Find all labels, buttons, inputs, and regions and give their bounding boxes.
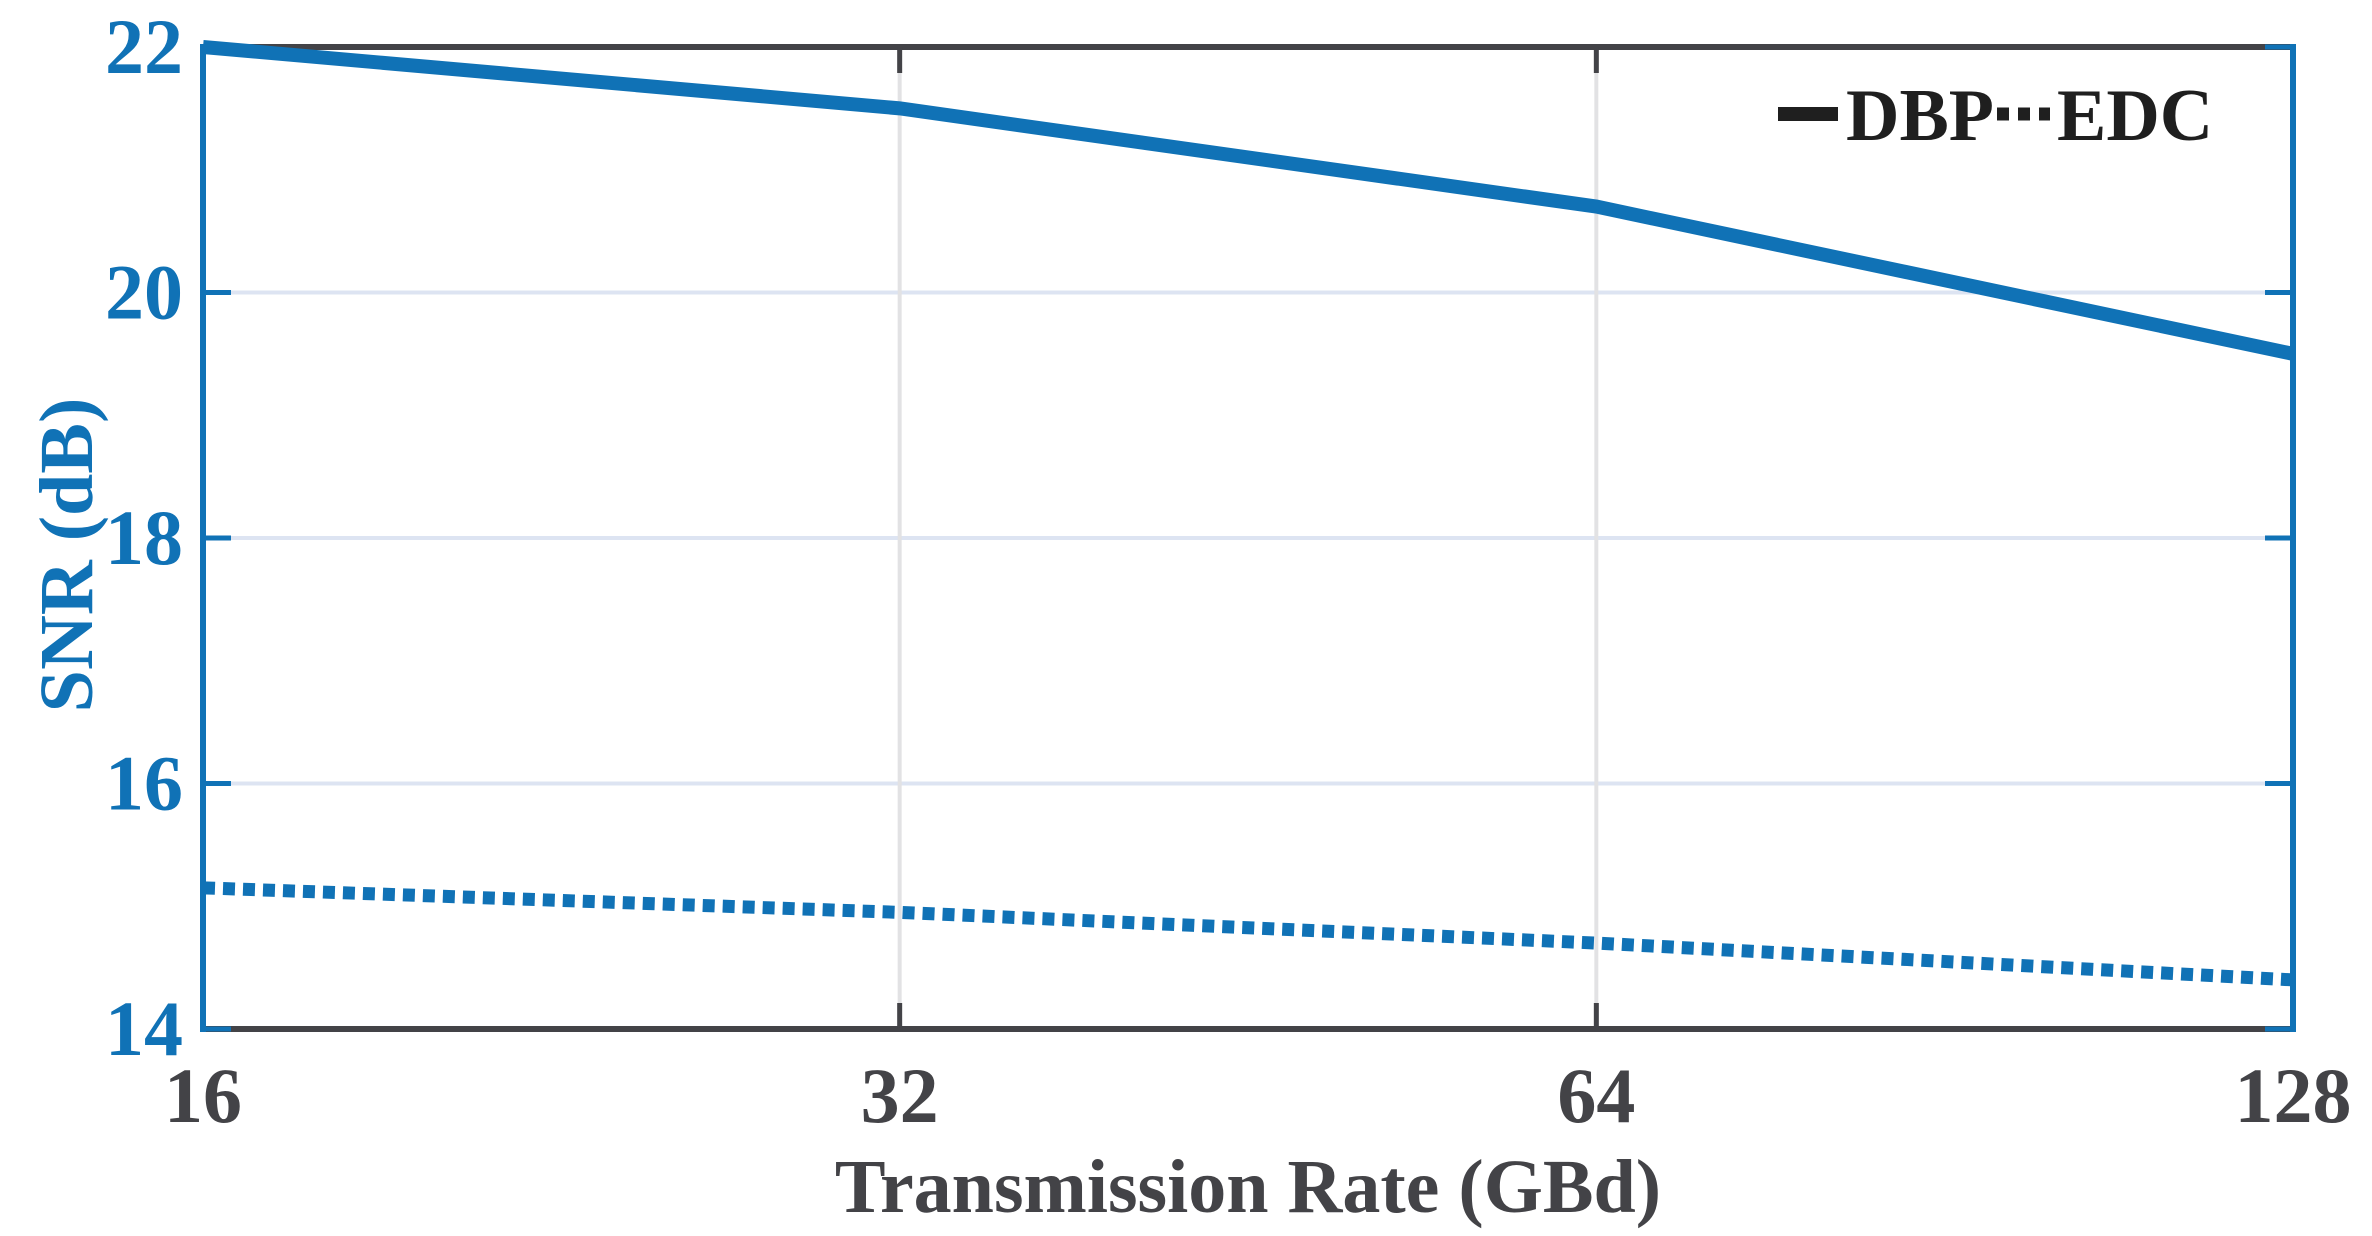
series-line-edc xyxy=(202,881,2294,987)
y-axis-title: SNR (dB) xyxy=(25,398,109,713)
y-tick-label-22: 22 xyxy=(105,3,183,90)
x-axis-spines xyxy=(200,44,2296,1032)
x-tick-labels: 16 32 64 128 xyxy=(164,1052,2352,1139)
y-tick-label-16: 16 xyxy=(105,740,183,827)
legend-dbp-label: DBP xyxy=(1846,75,1994,157)
x-tick-label-32: 32 xyxy=(861,1052,939,1139)
legend-edc-label: EDC xyxy=(2057,75,2213,157)
legend: DBP EDC xyxy=(1778,75,2213,157)
y-tick-label-20: 20 xyxy=(105,249,183,336)
x-axis-title: Transmission Rate (GBd) xyxy=(835,1145,1661,1229)
y-tick-labels: 14 16 18 20 22 xyxy=(105,3,183,1072)
series-lines xyxy=(202,40,2295,987)
x-tick-label-128: 128 xyxy=(2235,1052,2352,1139)
series-line-dbp xyxy=(202,40,2295,361)
gridlines xyxy=(203,47,2293,1029)
x-tick-label-16: 16 xyxy=(164,1052,242,1139)
y-tick-label-14: 14 xyxy=(105,985,183,1072)
y-axis-ticks xyxy=(203,44,2293,1032)
x-tick-label-64: 64 xyxy=(1557,1052,1635,1139)
y-tick-label-18: 18 xyxy=(105,494,183,581)
